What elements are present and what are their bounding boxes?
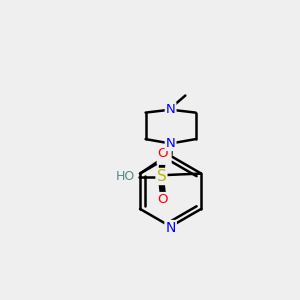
Text: Cl: Cl [158,151,171,164]
Text: N: N [166,103,176,116]
Text: HO: HO [116,170,135,183]
Text: O: O [158,147,168,160]
Text: N: N [165,221,176,235]
Text: N: N [166,137,176,150]
Text: O: O [158,193,168,206]
Text: S: S [157,169,166,184]
